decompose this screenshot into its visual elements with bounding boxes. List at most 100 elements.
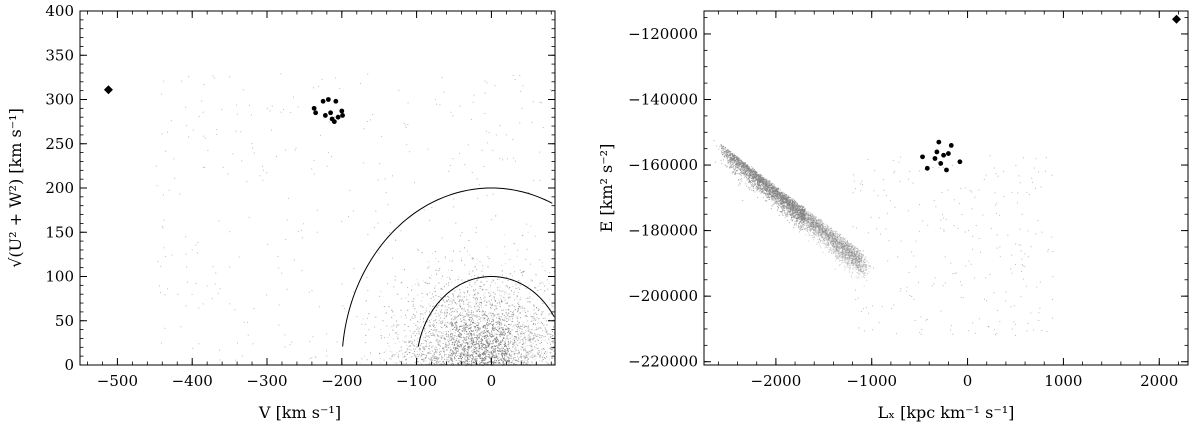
left-cloud-point <box>451 300 453 302</box>
left-cloud-point <box>518 334 520 336</box>
left-cloud-point <box>447 344 449 346</box>
left-cloud-point <box>510 324 512 326</box>
left-cloud-point <box>519 328 521 330</box>
left-cloud-point <box>418 349 420 351</box>
left-cloud-point <box>531 280 533 282</box>
left-cloud-point <box>517 317 519 319</box>
left-cloud-point <box>512 314 514 316</box>
left-cloud-point <box>491 333 493 335</box>
left-cloud-point <box>459 305 461 307</box>
left-cloud-point <box>432 360 434 362</box>
left-cloud-point <box>414 335 416 337</box>
left-cloud-point <box>482 331 484 333</box>
left-cloud-point <box>442 363 444 365</box>
left-cloud-point <box>514 356 516 358</box>
left-cloud-point <box>530 226 532 228</box>
left-cloud-point <box>487 362 489 364</box>
left-cloud-point <box>453 311 455 313</box>
left-cloud-point <box>474 327 476 329</box>
left-cloud-point <box>441 337 443 339</box>
left-cloud-point <box>483 317 485 319</box>
left-cloud-point <box>428 282 430 284</box>
left-cloud-point <box>441 309 443 311</box>
left-cloud-point <box>433 320 435 322</box>
left-cloud-point <box>414 339 416 341</box>
left-cloud-point <box>532 338 534 340</box>
left-cloud-point <box>461 259 463 261</box>
left-cloud-point <box>549 303 551 305</box>
left-cloud-point <box>474 275 476 277</box>
left-cloud-point <box>414 335 416 337</box>
left-cloud-point <box>474 347 476 349</box>
left-cloud-point <box>517 344 519 346</box>
left-cloud-point <box>397 338 399 340</box>
left-cloud-point <box>472 314 474 316</box>
left-cloud-point <box>553 359 555 361</box>
left-cloud-point <box>435 295 437 297</box>
left-cloud-point <box>411 317 413 319</box>
left-cloud-point <box>451 358 453 360</box>
left-cloud-point <box>542 358 544 360</box>
left-cloud-point <box>524 307 526 309</box>
left-cloud-point <box>438 315 440 317</box>
left-cloud-point <box>471 275 473 277</box>
left-cloud-point <box>447 360 449 362</box>
left-cloud-point <box>534 287 536 289</box>
left-cloud-point <box>493 296 495 298</box>
left-cloud-point <box>498 313 500 315</box>
left-cloud-point <box>497 362 499 364</box>
left-cloud-point <box>477 325 479 327</box>
left-cloud-point <box>525 258 527 260</box>
left-cloud-point <box>400 309 402 311</box>
left-cloud-point <box>483 344 485 346</box>
left-cloud-point <box>478 302 480 304</box>
left-cloud-point <box>394 342 396 344</box>
left-cloud-point <box>432 324 434 326</box>
left-cloud-point <box>411 356 413 358</box>
left-cloud-point <box>406 353 408 355</box>
left-cloud-point <box>379 358 381 360</box>
left-cloud-point <box>519 328 521 330</box>
left-cloud-point <box>439 353 441 355</box>
left-cloud-point <box>499 347 501 349</box>
left-cloud-point <box>396 336 398 338</box>
left-cloud-point <box>488 292 490 294</box>
left-cloud-point <box>448 340 450 342</box>
left-cloud-point <box>472 311 474 313</box>
left-cloud-point <box>454 302 456 304</box>
left-cloud-point <box>472 339 474 341</box>
left-cloud-point <box>496 341 498 343</box>
left-cloud-point <box>489 302 491 304</box>
left-cloud-point <box>450 349 452 351</box>
left-cloud-point <box>526 354 528 356</box>
left-cloud-point <box>421 363 423 365</box>
left-cloud-point <box>484 317 486 319</box>
left-cloud-point <box>419 344 421 346</box>
left-cloud-point <box>525 345 527 347</box>
left-cloud-point <box>512 320 514 322</box>
left-cloud-point <box>457 296 459 298</box>
left-cloud-point <box>515 284 517 286</box>
left-cloud-point <box>491 304 493 306</box>
left-cloud-point <box>412 341 414 343</box>
left-cloud-point <box>481 314 483 316</box>
left-cloud-point <box>495 305 497 307</box>
left-cloud-point <box>435 357 437 359</box>
left-cloud-point <box>470 330 472 332</box>
left-cloud-point <box>483 360 485 362</box>
left-cloud-point <box>419 348 421 350</box>
left-cloud-point <box>439 310 441 312</box>
left-cloud-point <box>468 337 470 339</box>
left-cloud-point <box>544 352 546 354</box>
left-cloud-point <box>531 320 533 322</box>
left-cloud-point <box>485 338 487 340</box>
left-cloud-point <box>416 311 418 313</box>
left-cloud-point <box>436 349 438 351</box>
left-cloud-point <box>521 335 523 337</box>
left-cloud-point <box>391 309 393 311</box>
left-cloud-point <box>453 328 455 330</box>
left-cloud-point <box>468 338 470 340</box>
left-cloud-point <box>468 318 470 320</box>
left-cloud-point <box>551 363 553 365</box>
left-cloud-point <box>409 351 411 353</box>
